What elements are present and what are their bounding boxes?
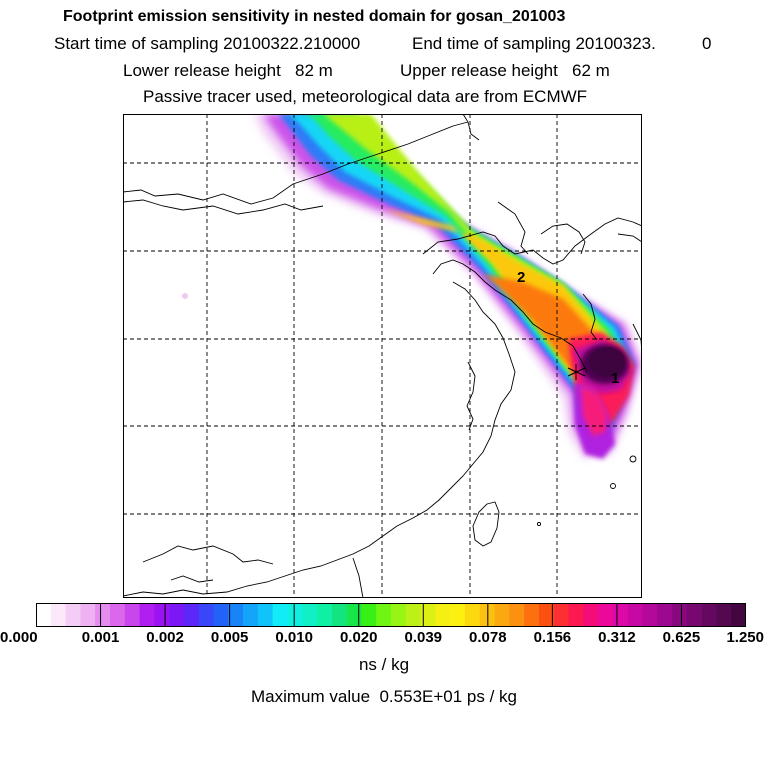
colorbar-cell [228,603,244,627]
colorbar-cell [435,603,451,627]
colorbar-tick-label: 0.156 [533,629,572,646]
colorbar-cell [553,603,569,627]
maximum-value-label: Maximum value 0.553E+01 ps / kg [251,687,517,706]
colorbar-cell [657,603,673,627]
colorbar-cell [36,603,52,627]
plot-title: Footprint emission sensitivity in nested… [63,8,566,25]
colorbar-cell [50,603,66,627]
map-frame [123,114,642,598]
colorbar-cell [538,603,555,627]
upper-release-height-label: Upper release height 62 m [400,61,610,80]
colorbar-cell [716,603,732,627]
colorbar-tick-label: 0.078 [469,629,507,646]
colorbar-cell [376,603,392,627]
colorbar-cell [317,603,333,627]
map-grid [123,114,642,598]
colorbar-cell [257,603,273,627]
colorbar-tick-label: 0.312 [598,629,636,646]
release-point-1-label: 1 [611,370,619,387]
colorbar-tick-label: 0.010 [275,629,313,646]
sensitivity-plume [182,114,642,459]
colorbar-cell [391,603,407,627]
start-time-label: Start time of sampling 20100322.210000 [54,34,361,53]
colorbar-cell [568,603,584,627]
colorbar-cell [198,603,214,627]
colorbar-cell [672,603,688,627]
colorbar-cell [494,603,510,627]
colorbar-cell [583,603,599,627]
footprint-map: 1 2 [123,114,642,598]
coastlines [123,114,642,598]
colorbar-cell [213,603,229,627]
colorbar-units: ns / kg [358,655,410,674]
colorbar-tick-label: 0.625 [662,629,701,646]
colorbar-cell [65,603,81,627]
colorbar-cell [169,603,185,627]
tracer-note: Passive tracer used, meteorological data… [143,87,588,106]
colorbar-cell [509,603,525,627]
colorbar-cell [627,603,643,627]
colorbar-cell [95,603,111,627]
colorbar-cell [346,603,362,627]
colorbar-cell [302,603,318,627]
colorbar-cell [361,603,377,627]
end-time-label: End time of sampling 20100323. [412,34,656,53]
colorbar-cell [287,603,303,627]
colorbar-cell [420,603,436,627]
colorbar-cell [642,603,658,627]
colorbar-cell [612,603,628,627]
colorbar-cell [524,603,540,627]
release-point-2-label: 2 [517,269,525,286]
colorbar-tick-label: 0.020 [339,629,378,646]
colorbar-cell [686,603,702,627]
colorbar-cell [464,603,481,627]
colorbar-cell [701,603,717,627]
colorbar-cell [272,603,288,627]
colorbar-cell [598,603,614,627]
lower-release-height-label: Lower release height 82 m [123,61,333,80]
colorbar-cell [109,603,126,627]
colorbar-cell [450,603,466,627]
colorbar-tick-label: 0.002 [146,629,184,646]
receptor-marker [567,364,586,380]
colorbar-tick-label: 0.005 [210,629,249,646]
colorbar-tick-label: 0.039 [404,629,443,646]
colorbar-cell [183,603,200,627]
colorbar-cell [405,603,421,627]
colorbar-tick-label: 1.250 [726,629,764,646]
colorbar-cell [154,603,170,627]
colorbar-cell [124,603,140,627]
colorbar-tick-label: 0.000 [0,629,38,646]
colorbar-cell [243,603,259,627]
colorbar-tick-label: 0.001 [81,629,120,646]
colorbar-cell [139,603,155,627]
colorbar-cell [80,603,96,627]
colorbar-cell [731,603,746,627]
colorbar-cell [479,603,495,627]
end-time-suffix: 0 [702,34,712,53]
colorbar-cell [331,603,347,627]
colorbar [36,603,746,627]
